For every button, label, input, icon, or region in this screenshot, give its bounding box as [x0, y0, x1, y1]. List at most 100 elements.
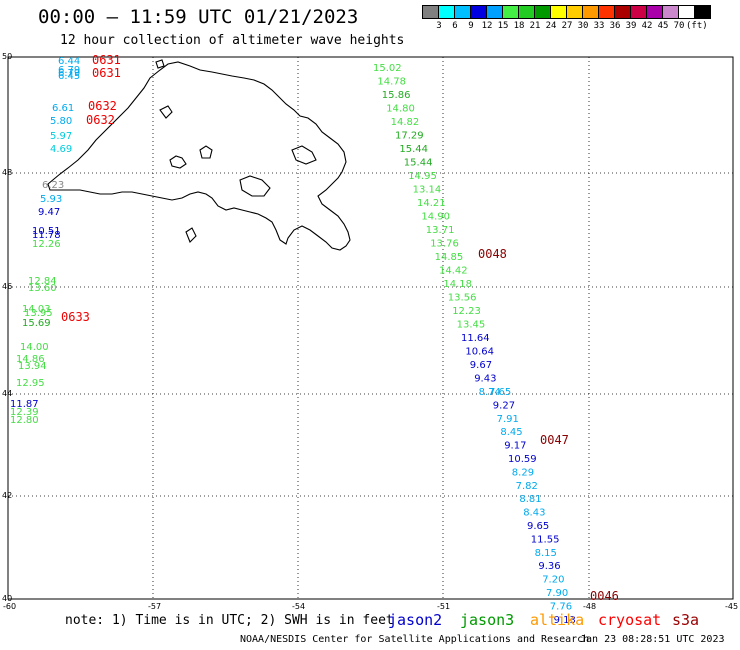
wave-height-label: 4.69: [50, 144, 72, 155]
scale-label: 70: [673, 21, 685, 31]
wave-height-label: 7.91: [497, 414, 519, 425]
wave-height-label: 5.80: [50, 116, 72, 127]
lat-tick-label: 40: [2, 594, 12, 603]
scale-label: 39: [625, 21, 637, 31]
wave-height-label: 12.26: [32, 239, 61, 250]
lon-tick-label: -54: [292, 602, 305, 611]
wave-height-label: 11.55: [531, 534, 560, 545]
wave-height-label: 13.60: [28, 283, 57, 294]
lat-tick-label: 46: [2, 282, 12, 291]
wave-height-label: 9.65: [527, 521, 549, 532]
altimeter-tracks: 15.02 14.78 15.86 14.80 14.82 17.29 15.44 15.44…: [373, 63, 619, 626]
scale-label: 12: [481, 21, 493, 31]
wave-height-label: 12.80: [10, 415, 39, 426]
wave-height-label: 14.18: [443, 279, 472, 290]
lon-tick-label: -45: [725, 602, 738, 611]
map-subtitle: 12 hour collection of altimeter wave hei…: [60, 33, 405, 48]
wave-height-label: 14.86: [16, 354, 45, 365]
wave-height-label: 10.59: [508, 454, 537, 465]
wave-height-label: 9.67: [470, 360, 492, 371]
wave-height-label: 6.23: [42, 180, 64, 191]
wave-height-label: 14.82: [391, 117, 420, 128]
wave-height-label: 8.29: [512, 467, 534, 478]
pass-time-label: 0048: [478, 247, 507, 261]
wave-height-label: 8.43: [523, 508, 545, 519]
lon-tick-label: -51: [437, 602, 450, 611]
wave-height-label: 12.39: [10, 407, 39, 418]
legend-jason3: jason3: [460, 611, 515, 629]
lat-tick-label: 48: [2, 168, 12, 177]
newfoundland-coastline: [47, 59, 351, 251]
wave-height-label: 14.21: [417, 198, 446, 209]
scale-label: 24: [545, 21, 557, 31]
scale-swatch: [694, 5, 711, 19]
wave-height-label: 12.23: [452, 306, 481, 317]
scale-label: (ft): [686, 21, 708, 31]
scale-label: 33: [593, 21, 605, 31]
map-frame: [7, 56, 734, 600]
wave-height-label: 6.79: [58, 65, 80, 76]
wave-height-color-scale: [422, 5, 711, 19]
wave-height-label: 13.56: [448, 293, 477, 304]
wave-height-label: 6.61: [52, 103, 74, 114]
scale-label: 27: [561, 21, 573, 31]
pass-time-label: 0633: [61, 310, 90, 324]
wave-height-label: 8.45: [500, 427, 522, 438]
legend-altika: altika: [530, 611, 585, 629]
lon-tick-label: -48: [583, 602, 596, 611]
scale-label: 6: [452, 21, 458, 31]
legend-cryosat: cryosat: [598, 611, 662, 629]
wave-height-label: 15.86: [382, 90, 411, 101]
wave-height-label: 14.03: [22, 304, 51, 315]
scale-label: 21: [529, 21, 541, 31]
wave-height-label: 13.95: [24, 308, 53, 319]
wave-height-label: 7.65: [489, 387, 511, 398]
wave-height-label: 12.95: [16, 378, 45, 389]
wave-height-label: 7.90: [546, 588, 568, 599]
pass-time-label: 0632: [86, 113, 115, 127]
lat-tick-label: 42: [2, 491, 12, 500]
wave-height-label: 15.69: [22, 318, 51, 329]
scale-label: 9: [468, 21, 474, 31]
wave-height-label: 10.51: [32, 226, 61, 237]
pass-time-label: 0047: [540, 433, 569, 447]
wave-height-label: 5.97: [50, 131, 72, 142]
wave-height-label: 8.15: [535, 548, 557, 559]
scale-label: 36: [609, 21, 621, 31]
wave-height-label: 13.76: [430, 239, 459, 250]
wave-height-label: 14.42: [439, 266, 468, 277]
lat-lon-grid: [8, 57, 733, 599]
wave-height-label: 15.44: [404, 158, 433, 169]
lon-tick-label: -60: [3, 602, 16, 611]
lat-tick-label: 50: [2, 52, 12, 61]
scale-label: 15: [497, 21, 509, 31]
wave-height-label: 6.79: [58, 68, 80, 79]
wave-height-label: 11.87: [10, 399, 39, 410]
wave-height-label: 9.43: [474, 374, 496, 385]
wave-height-label: 14.95: [408, 171, 437, 182]
wave-height-label: 9.27: [493, 400, 515, 411]
wave-height-label: 6.44: [58, 56, 80, 67]
wave-height-label: 11.64: [461, 333, 490, 344]
wave-height-label: 13.71: [426, 225, 455, 236]
wave-height-label: 15.02: [373, 63, 402, 74]
wave-height-label: 13.94: [18, 361, 47, 372]
west-altimeter-tracks: 6.446.796.796.456.615.805.974.696.235.93…: [10, 53, 121, 426]
wave-height-label: 8.74: [479, 387, 501, 398]
map-title: 00:00 – 11:59 UTC 01/21/2023: [38, 6, 359, 28]
wave-height-label: 13.45: [457, 320, 486, 331]
wave-height-label: 14.80: [386, 104, 415, 115]
pass-time-label: 0632: [88, 99, 117, 113]
pass-time-label: 0631: [92, 66, 121, 80]
wave-height-label: 12.84: [28, 276, 57, 287]
wave-height-label: 9.47: [38, 207, 60, 218]
units-note: note: 1) Time is in UTC; 2) SWH is in fe…: [65, 613, 394, 628]
wave-height-label: 15.44: [399, 144, 428, 155]
wave-height-label: 14.85: [435, 252, 464, 263]
wave-height-label: 14.90: [421, 212, 450, 223]
wave-height-label: 9.13: [554, 615, 576, 626]
wave-height-label: 6.45: [58, 71, 80, 82]
pass-time-label: 0046: [590, 589, 619, 603]
wave-height-label: 9.36: [538, 561, 560, 572]
